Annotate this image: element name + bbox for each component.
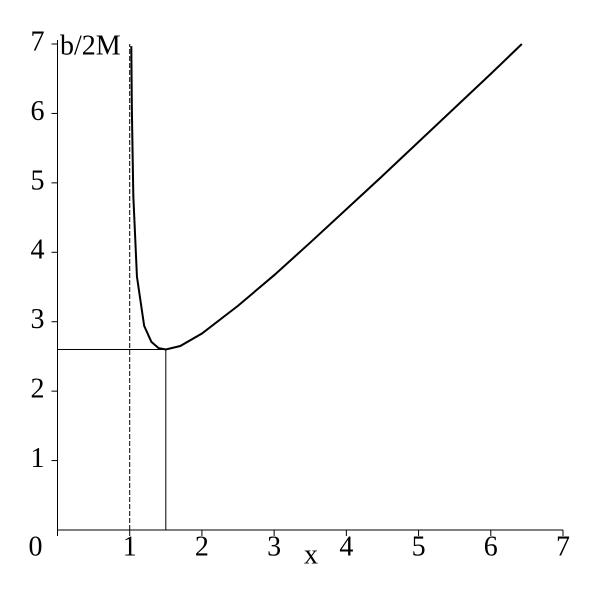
y-axis-label: b/2M — [60, 30, 121, 61]
y-tick-label: 7 — [31, 26, 45, 57]
x-axis-label: x — [304, 539, 318, 570]
x-tick-label: 3 — [267, 531, 281, 562]
y-tick-label: 2 — [31, 374, 45, 405]
curve — [130, 43, 523, 351]
x-tick-label: 1 — [123, 531, 137, 562]
x-tick-label: 6 — [484, 531, 498, 562]
y-tick-label: 4 — [31, 235, 45, 266]
y-tick-label: 5 — [31, 165, 45, 196]
x-tick-label: 2 — [195, 531, 209, 562]
x-tick-label: 4 — [339, 531, 353, 562]
y-tick-label: 3 — [31, 304, 45, 335]
x-tick-label: 5 — [412, 531, 426, 562]
y-tick-label: 1 — [31, 443, 45, 474]
y-tick-label: 6 — [31, 96, 45, 127]
x-tick-label: 0 — [29, 531, 43, 562]
x-tick-label: 7 — [556, 531, 570, 562]
